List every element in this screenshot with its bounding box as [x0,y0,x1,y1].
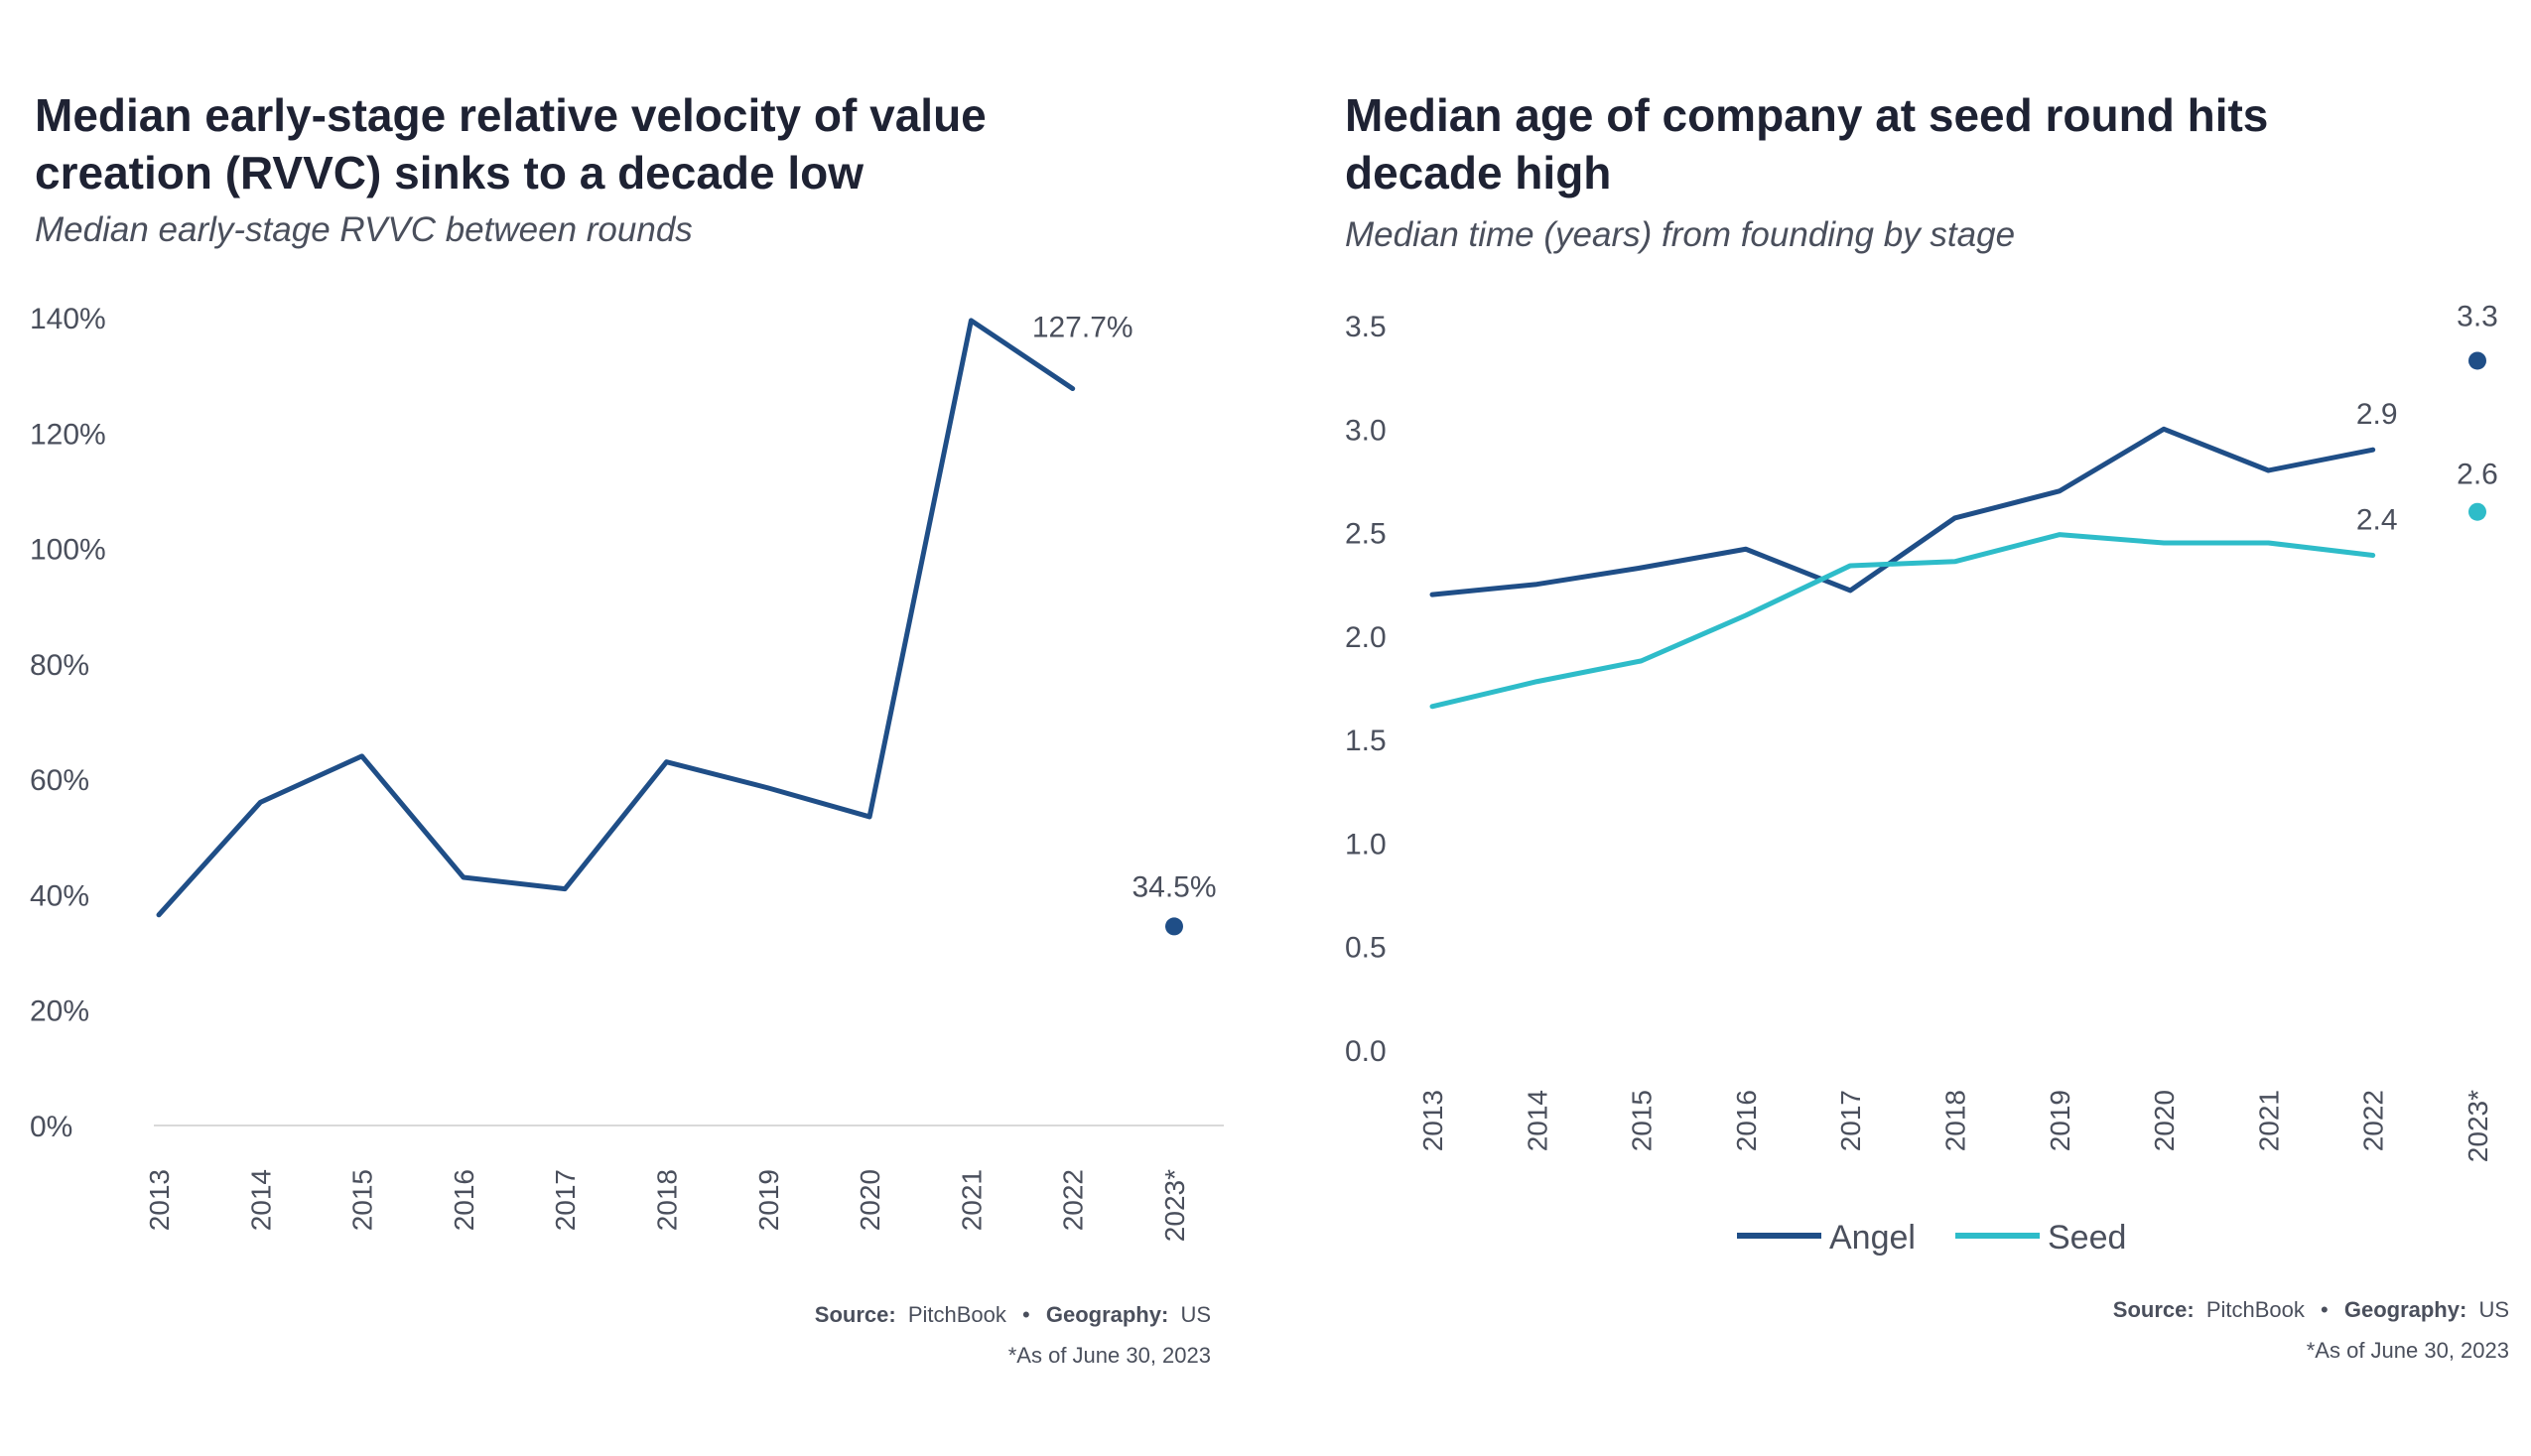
right-x-tick-label: 2016 [1731,1090,1762,1151]
left-data-label: 127.7% [1032,312,1133,344]
left-x-tick-label: 2019 [753,1169,784,1231]
right-x-tick-label: 2013 [1417,1090,1448,1151]
rvvc-series [156,318,1183,936]
left-y-tick-label: 140% [30,303,106,335]
right-y-tick-label: 2.5 [1345,518,1387,551]
rvvc-source-label: Source: [815,1302,896,1327]
left-data-label: 34.5% [1132,870,1216,903]
seed-age-series [1429,351,2486,710]
left-x-tick-label: 2022 [1058,1169,1089,1231]
rvvc-chart-subtitle: Median early-stage RVVC between rounds [35,210,693,249]
seed-age-source-label: Source: [2113,1297,2195,1322]
right-x-tick-label: 2022 [2358,1090,2389,1151]
left-x-tick-label: 2021 [956,1169,987,1231]
left-highlight-point-rvvc [1165,917,1183,936]
left-x-tick-label: 2023* [1159,1169,1190,1242]
seed-age-chart-title-line-1: Median age of company at seed round hits [1345,89,2268,141]
seed-age-x-axis: 2013 2014 2015 2016 2017 2018 2019 2020 2021 2022… [1417,1090,2493,1162]
left-y-tick-label: 120% [30,418,106,451]
rvvc-source-value: PitchBook [908,1302,1007,1327]
rvvc-source-line: Source: PitchBook • Geography: US [815,1302,1211,1327]
right-x-tick-label: 2021 [2253,1090,2284,1151]
seed-age-note: *As of June 30, 2023 [2307,1338,2509,1363]
rvvc-geo-label: Geography: [1046,1302,1168,1327]
left-x-tick-label: 2014 [245,1169,276,1231]
left-line-rvvc [156,318,1076,918]
right-x-tick-label: 2019 [2045,1090,2075,1151]
seed-age-legend: Angel Seed [1737,1219,2126,1257]
right-y-tick-label: 1.5 [1345,725,1387,757]
left-x-tick-label: 2018 [652,1169,683,1231]
right-y-tick-label: 0.0 [1345,1035,1387,1068]
right-data-label: 2.9 [2356,398,2398,431]
right-x-tick-label: 2014 [1522,1090,1552,1151]
left-y-tick-label: 20% [30,995,89,1028]
seed-age-source-value: PitchBook [2206,1297,2306,1322]
svg-text:Source: PitchBook: Source: PitchBook • Geography: US [2113,1297,2509,1322]
rvvc-chart: Median early-stage relative velocity of … [30,89,1224,1368]
left-x-tick-label: 2016 [449,1169,479,1231]
rvvc-y-axis: 0% 20% 40% 60% 80% 100% 120% 140% [30,303,106,1143]
left-x-tick-label: 2015 [347,1169,378,1231]
seed-age-geo-label: Geography: [2344,1297,2466,1322]
right-data-label: 3.3 [2457,300,2498,332]
seed-age-data-labels: 2.9 2.4 3.3 2.6 [2356,300,2498,536]
seed-age-chart-subtitle: Median time (years) from founding by sta… [1345,215,2015,254]
right-line-angel [1429,426,2376,597]
left-y-tick-label: 60% [30,764,89,797]
right-y-tick-label: 1.0 [1345,828,1387,860]
seed-age-chart: Median age of company at seed round hits… [1345,89,2509,1363]
right-x-tick-label: 2018 [1940,1090,1971,1151]
right-y-tick-label: 3.0 [1345,414,1387,447]
seed-age-source-separator: • [2321,1297,2329,1322]
rvvc-x-axis: 2013 2014 2015 2016 2017 2018 2019 2020 2021 2022… [144,1169,1190,1242]
rvvc-chart-title-line-1: Median early-stage relative velocity of … [35,89,987,141]
seed-age-source-line: Source: PitchBook • Geography: US [2113,1297,2509,1322]
left-y-tick-label: 0% [30,1111,72,1143]
legend-angel-label: Angel [1829,1219,1916,1257]
right-data-label: 2.6 [2457,459,2498,491]
right-x-tick-label: 2017 [1835,1090,1866,1151]
seed-age-geo-value: US [2478,1297,2509,1322]
right-highlight-point-seed [2468,502,2486,521]
left-y-tick-label: 100% [30,534,106,567]
legend-seed-label: Seed [2048,1219,2126,1257]
rvvc-geo-value: US [1180,1302,1211,1327]
seed-age-y-axis: 0.0 0.5 1.0 1.5 2.0 2.5 3.0 3.5 [1345,311,1387,1068]
right-line-seed [1429,532,2376,710]
left-y-tick-label: 40% [30,879,89,912]
left-x-tick-label: 2017 [550,1169,581,1231]
right-y-tick-label: 3.5 [1345,311,1387,343]
left-y-tick-label: 80% [30,649,89,682]
right-data-label: 2.4 [2356,504,2398,537]
right-x-tick-label: 2015 [1627,1090,1658,1151]
rvvc-chart-title-line-2: creation (RVVC) sinks to a decade low [35,147,864,199]
rvvc-data-labels: 127.7% 34.5% [1032,312,1217,904]
left-x-tick-label: 2020 [855,1169,885,1231]
right-x-tick-label: 2020 [2149,1090,2180,1151]
svg-text:Source: PitchBook: Source: PitchBook • Geography: US [815,1302,1211,1327]
seed-age-chart-title-line-2: decade high [1345,147,1611,199]
right-highlight-point-angel [2468,351,2486,370]
right-x-tick-label: 2023* [2463,1090,2493,1162]
rvvc-source-separator: • [1022,1302,1030,1327]
right-y-tick-label: 2.0 [1345,621,1387,654]
left-x-tick-label: 2013 [144,1169,175,1231]
rvvc-note: *As of June 30, 2023 [1008,1343,1211,1368]
right-y-tick-label: 0.5 [1345,932,1387,965]
